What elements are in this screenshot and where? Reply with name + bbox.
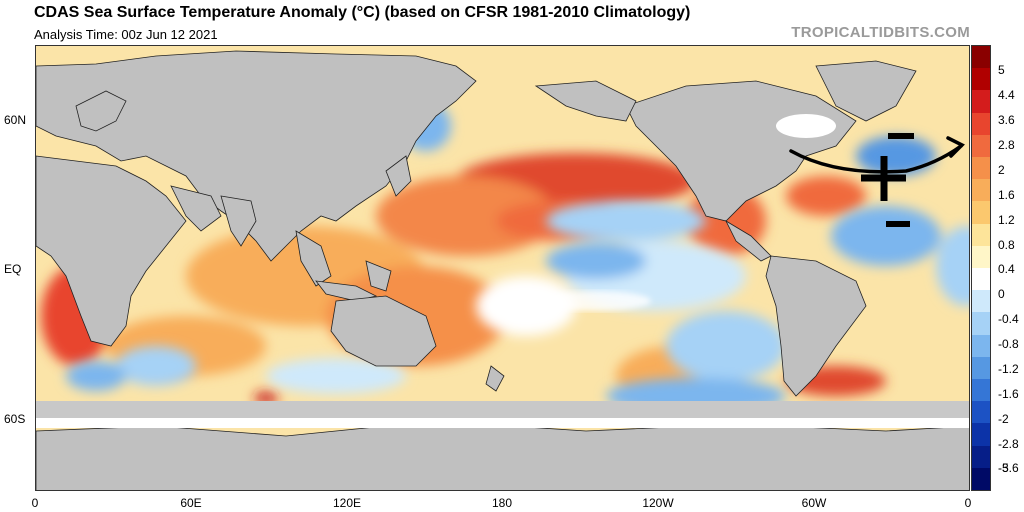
colorbar-label: -0.8 — [998, 337, 1019, 351]
colorbar-segment — [972, 68, 990, 91]
colorbar-segment — [972, 423, 990, 447]
colorbar-segment — [972, 201, 990, 225]
lon-label-180: 180 — [491, 496, 513, 510]
colorbar-label: 2.8 — [998, 138, 1015, 152]
colorbar-segment — [972, 334, 990, 358]
colorbar-label: -5 — [998, 461, 1009, 475]
colorbar-label: -1.2 — [998, 362, 1019, 376]
colorbar-segment — [972, 290, 990, 313]
colorbar-label: 4.4 — [998, 88, 1015, 102]
lat-label-60n: 60N — [4, 113, 27, 127]
colorbar-label: -3.6 — [998, 461, 1019, 475]
colorbar-label: 1.2 — [998, 213, 1015, 227]
sea-ice — [36, 114, 969, 428]
colorbar-segment — [972, 245, 990, 269]
lon-label-0: 0 — [31, 496, 39, 510]
annotation-plus — [861, 156, 906, 201]
colorbar-segment — [972, 179, 990, 202]
lat-label-eq: EQ — [4, 262, 22, 276]
lon-label-60w: 60W — [801, 496, 827, 510]
colorbar-segment — [972, 46, 990, 69]
colorbar-label: -2.8 — [998, 437, 1019, 451]
colorbar-segment — [972, 401, 990, 424]
colorbar-label: -2 — [998, 412, 1009, 426]
colorbar-label: -0.4 — [998, 312, 1019, 326]
colorbar-segment — [972, 356, 990, 380]
lon-label-120e: 120E — [332, 496, 362, 510]
lon-label-120w: 120W — [642, 496, 674, 510]
lon-label-60e: 60E — [180, 496, 202, 510]
colorbar-segment — [972, 112, 990, 136]
colorbar-segment — [972, 445, 990, 469]
colorbar-segment — [972, 467, 990, 491]
colorbar-segment — [972, 157, 990, 180]
colorbar-label: 0 — [998, 287, 1005, 301]
colorbar — [971, 45, 991, 491]
lon-label-0-east: 0 — [964, 496, 972, 510]
colorbar-segment — [972, 90, 990, 114]
colorbar-segment — [972, 312, 990, 336]
colorbar-label: 5 — [998, 63, 1005, 77]
colorbar-label: 0.4 — [998, 262, 1015, 276]
colorbar-label: 3.6 — [998, 113, 1015, 127]
colorbar-label: 1.6 — [998, 188, 1015, 202]
colorbar-segment — [972, 223, 990, 247]
brand-watermark: TROPICALTIDBITS.COM — [791, 24, 970, 41]
colorbar-segment — [972, 268, 990, 291]
land — [36, 50, 969, 490]
cool-anomalies — [66, 101, 969, 414]
sst-anomaly-map[interactable] — [35, 45, 970, 491]
colorbar-segment — [972, 134, 990, 158]
analysis-time: Analysis Time: 00z Jun 12 2021 — [34, 27, 218, 42]
colorbar-label: -1.6 — [998, 387, 1019, 401]
map-title: CDAS Sea Surface Temperature Anomaly (°C… — [34, 4, 691, 21]
colorbar-segment — [972, 379, 990, 402]
annotation-arrow — [789, 136, 965, 174]
colorbar-label: 2 — [998, 163, 1005, 177]
colorbar-label: 0.8 — [998, 238, 1015, 252]
lat-label-60s: 60S — [4, 412, 26, 426]
